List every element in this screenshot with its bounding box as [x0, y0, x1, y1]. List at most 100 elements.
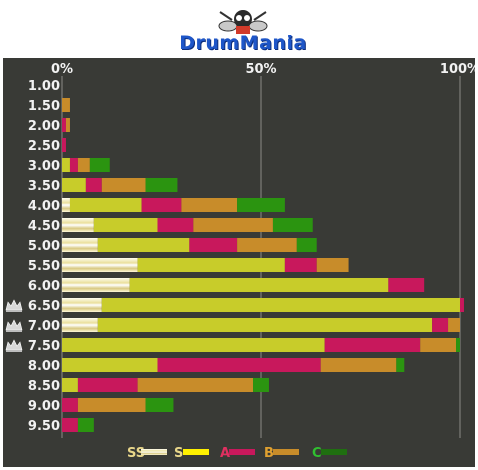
- row-label: 7.00: [28, 319, 60, 334]
- bar-b-5.00: [237, 238, 297, 252]
- bar-b-4.50: [193, 218, 273, 232]
- bar-s-6.50: [101, 298, 461, 312]
- bar-a-5.00: [189, 238, 238, 252]
- bar-s-6.00: [129, 278, 389, 292]
- bar-c-4.00: [237, 198, 285, 212]
- bar-ss-7.00: [62, 318, 98, 332]
- crown-shape: [5, 299, 23, 311]
- legend-label-b: B: [264, 446, 274, 461]
- bar-b-8.50: [137, 378, 254, 392]
- bar-s-5.00: [97, 238, 190, 252]
- bar-c-8.50: [253, 378, 269, 392]
- bar-b-2.00: [65, 118, 70, 132]
- legend-swatch-a: [229, 449, 255, 455]
- bar-a-9.50: [62, 418, 78, 432]
- drummer-mascot-icon: [218, 10, 268, 34]
- bar-a-7.00: [432, 318, 449, 332]
- bar-ss-6.50: [62, 298, 102, 312]
- row-label: 6.00: [28, 279, 60, 294]
- bar-b-5.50: [316, 258, 349, 272]
- row-label: 9.00: [28, 399, 60, 414]
- bar-b-7.00: [448, 318, 460, 332]
- crown-shape: [5, 339, 23, 351]
- bar-c-5.00: [296, 238, 317, 252]
- crown-base: [6, 330, 22, 332]
- row-label: 8.50: [28, 379, 60, 394]
- logo-text: DrumMania: [179, 32, 307, 54]
- row-label: 5.50: [28, 259, 60, 274]
- bar-b-4.00: [181, 198, 238, 212]
- bar-a-8.50: [77, 378, 138, 392]
- bar-s-4.50: [93, 218, 158, 232]
- bar-c-8.00: [396, 358, 405, 372]
- row-label: 3.50: [28, 179, 60, 194]
- crown-shape: [5, 319, 23, 331]
- bar-s-5.50: [137, 258, 285, 272]
- bar-a-5.50: [284, 258, 317, 272]
- x-tick-label: 100%: [440, 62, 475, 77]
- x-tick-label: 0%: [51, 62, 73, 77]
- legend-swatch-c: [321, 449, 347, 455]
- bar-s-3.00: [62, 158, 70, 172]
- row-label: 1.50: [28, 99, 60, 114]
- bar-a-3.50: [85, 178, 102, 192]
- bar-c-9.50: [77, 418, 94, 432]
- row-label: 1.00: [28, 79, 60, 94]
- crown-icon: [5, 319, 23, 332]
- bar-a-6.00: [388, 278, 425, 292]
- row-label: 7.50: [28, 339, 60, 354]
- bar-ss-6.00: [62, 278, 130, 292]
- row-label: 8.00: [28, 359, 60, 374]
- bar-ss-5.50: [62, 258, 138, 272]
- bar-s-8.50: [62, 378, 78, 392]
- bar-c-9.00: [145, 398, 174, 412]
- bar-ss-4.00: [62, 198, 70, 212]
- bar-a-6.50: [460, 298, 464, 312]
- bar-s-7.50: [62, 338, 325, 352]
- crown-base: [6, 350, 22, 352]
- legend-label-a: A: [220, 446, 230, 461]
- bar-b-1.50: [62, 98, 70, 112]
- bar-s-8.00: [62, 358, 158, 372]
- crown-icon: [5, 299, 23, 312]
- bar-ss-4.50: [62, 218, 94, 232]
- bar-a-4.50: [157, 218, 194, 232]
- bar-s-3.50: [62, 178, 86, 192]
- bar-a-2.50: [62, 138, 66, 152]
- row-label: 4.50: [28, 219, 60, 234]
- bar-c-3.00: [89, 158, 110, 172]
- bar-b-9.00: [77, 398, 146, 412]
- bar-a-9.00: [62, 398, 78, 412]
- bar-b-3.50: [101, 178, 146, 192]
- bar-a-4.00: [141, 198, 182, 212]
- bar-c-3.50: [145, 178, 178, 192]
- row-label: 2.50: [28, 139, 60, 154]
- bar-a-8.00: [157, 358, 321, 372]
- crown-icon: [5, 339, 23, 352]
- bar-s-7.00: [97, 318, 433, 332]
- chart-panel: 0% 50% 100% 1.00 1.50 2.00 2.50 3.00 3.50 4.00 4.…: [3, 58, 475, 467]
- legend-label-c: C: [312, 446, 322, 461]
- crown-base: [6, 310, 22, 312]
- legend-label-s: S: [174, 446, 183, 461]
- bar-c-4.50: [272, 218, 313, 232]
- legend-swatch-b: [273, 449, 299, 455]
- row-label: 3.00: [28, 159, 60, 174]
- legend-swatch-ss: [141, 449, 167, 455]
- bar-a-2.00: [62, 118, 66, 132]
- bar-b-8.00: [320, 358, 397, 372]
- row-label: 2.00: [28, 119, 60, 134]
- difficulty-clear-rate-chart: 0% 50% 100% 1.00 1.50 2.00 2.50 3.00 3.50 4.00 4.…: [5, 62, 475, 461]
- row-label: 6.50: [28, 299, 60, 314]
- x-tick-label: 50%: [245, 62, 276, 77]
- row-label: 4.00: [28, 199, 60, 214]
- row-label: 9.50: [28, 419, 60, 434]
- legend-label-ss: SS: [127, 446, 145, 461]
- legend-swatch-s: [183, 449, 209, 455]
- bar-b-7.50: [420, 338, 457, 352]
- bar-b-3.00: [77, 158, 90, 172]
- bar-a-3.00: [69, 158, 78, 172]
- row-label: 5.00: [28, 239, 60, 254]
- bar-c-7.50: [456, 338, 460, 352]
- bar-s-4.00: [69, 198, 142, 212]
